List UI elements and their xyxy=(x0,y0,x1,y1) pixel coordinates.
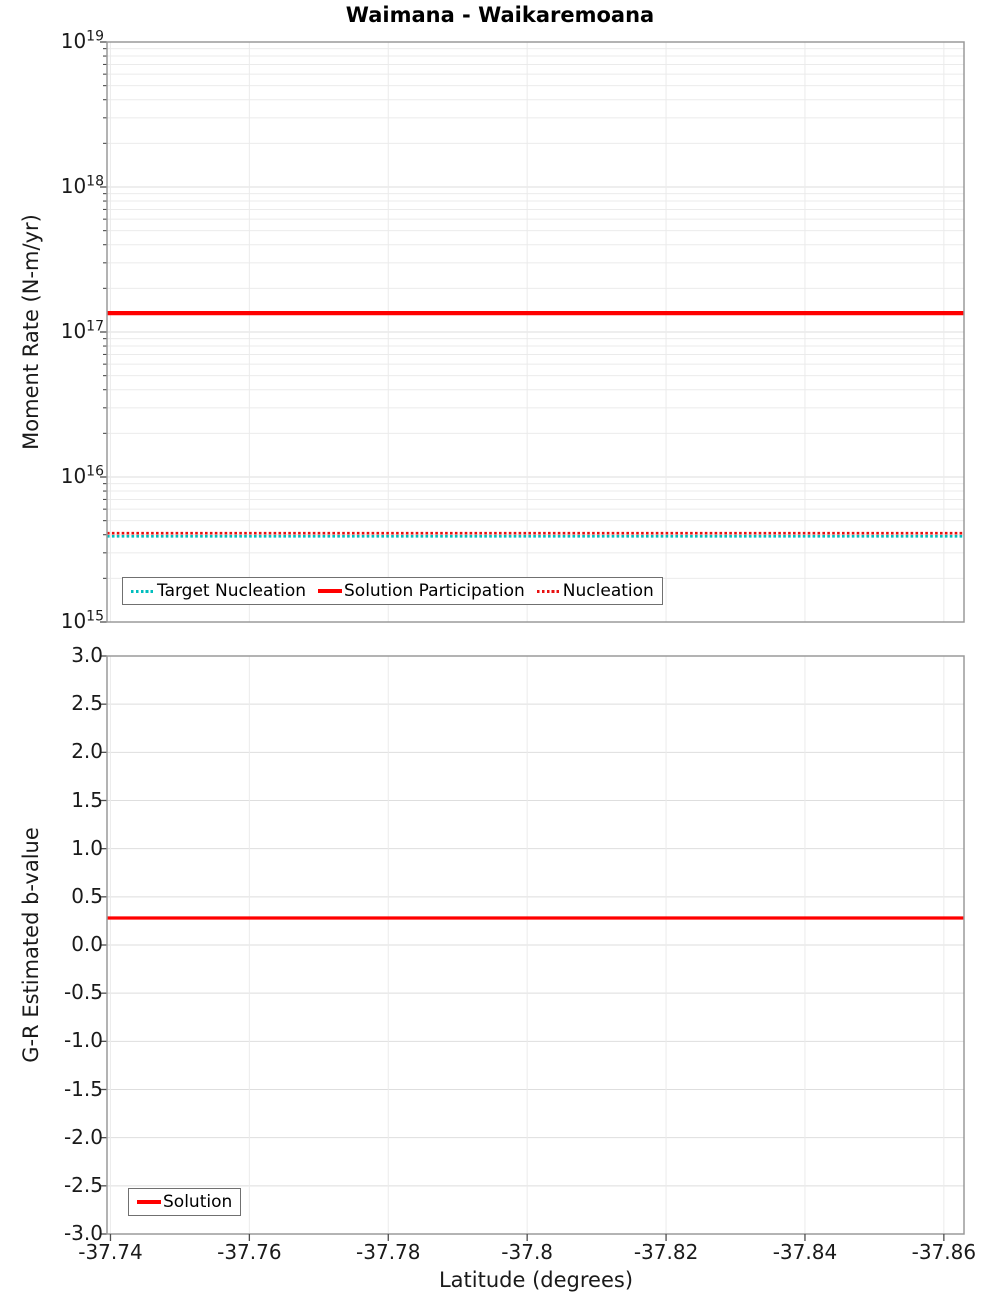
moment-rate-legend: Target Nucleation Solution Participation N… xyxy=(122,577,663,605)
y-tick-label: 1.0 xyxy=(71,835,103,860)
x-tick-label: -37.82 xyxy=(633,1240,699,1264)
y-tick-label: 2.5 xyxy=(71,691,103,716)
legend-label: Nucleation xyxy=(562,581,654,601)
legend-item-nucleation: Nucleation xyxy=(536,581,654,601)
legend-label: Target Nucleation xyxy=(157,581,306,601)
b-value-legend: Solution xyxy=(128,1188,242,1216)
plot-border xyxy=(106,655,965,1235)
y-tick-label: 0.0 xyxy=(71,931,103,956)
y-tick-label: 2.0 xyxy=(71,739,103,764)
y-tick-label: 1015 xyxy=(60,608,104,634)
y-tick-label: 1017 xyxy=(60,318,104,344)
legend-item-solution-participation: Solution Participation xyxy=(318,581,525,601)
y-tick-label: 3.0 xyxy=(71,642,103,667)
dotted-line-sample-icon xyxy=(536,589,561,593)
legend-label: Solution xyxy=(163,1192,233,1212)
y-tick-label: -1.0 xyxy=(63,1028,103,1053)
y-tick-label: 1016 xyxy=(60,463,104,489)
x-tick-label: -37.78 xyxy=(356,1240,421,1264)
y-tick-label: -1.5 xyxy=(63,1076,103,1101)
y-tick-label: 1.5 xyxy=(71,787,103,812)
y-tick-label: -3.0 xyxy=(63,1220,103,1245)
legend-label: Solution Participation xyxy=(344,581,525,601)
x-tick-label: -37.86 xyxy=(911,1240,977,1264)
x-tick-label: -37.84 xyxy=(772,1240,838,1264)
y-tick-label: 0.5 xyxy=(71,883,103,908)
y-tick-label: -2.5 xyxy=(63,1172,103,1197)
chart-title: Waimana - Waikaremoana xyxy=(345,3,655,27)
solid-line-sample-icon xyxy=(318,589,342,593)
solid-line-sample-icon xyxy=(137,1200,161,1204)
legend-item-solution: Solution xyxy=(137,1192,232,1212)
x-tick-label: -37.76 xyxy=(217,1240,282,1264)
legend-item-target-nucleation: Target Nucleation xyxy=(131,581,306,601)
plot-border xyxy=(106,41,965,623)
y-tick-label: -0.5 xyxy=(63,980,103,1005)
x-tick-label: -37.8 xyxy=(501,1240,554,1264)
y-tick-label: -2.0 xyxy=(63,1124,103,1149)
x-tick-label: -37.74 xyxy=(78,1240,143,1264)
y-tick-label: 1018 xyxy=(60,173,104,199)
y-tick-label: 1019 xyxy=(60,28,104,54)
dotted-line-sample-icon xyxy=(131,589,155,593)
x-axis-label-latitude: Latitude (degrees) xyxy=(438,1268,634,1292)
